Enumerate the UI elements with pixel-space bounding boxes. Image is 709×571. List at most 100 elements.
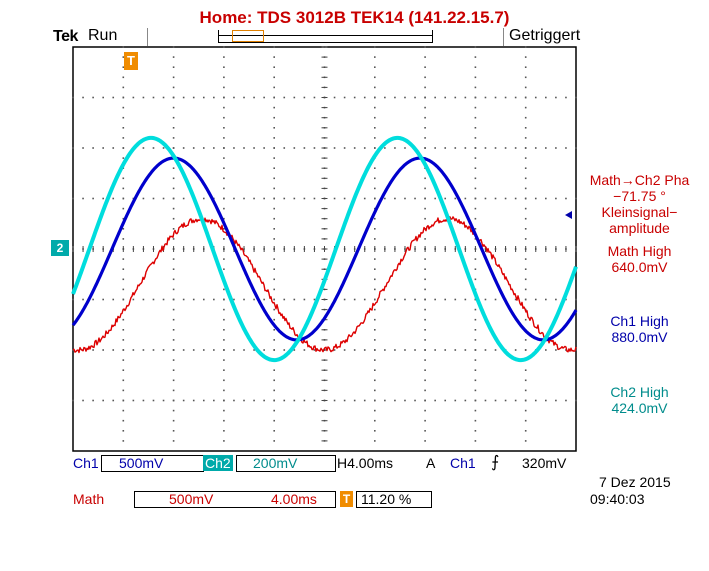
graticule-dot <box>474 217 477 220</box>
ch1-high-measurement: Ch1 High 880.0mV <box>570 313 709 345</box>
math-settings-box[interactable]: 500mV 4.00ms <box>134 491 336 508</box>
graticule-dot <box>313 399 316 402</box>
graticule-dot <box>273 56 275 58</box>
math-label[interactable]: Math <box>73 491 105 507</box>
graticule-dot <box>273 228 275 230</box>
graticule-dot <box>363 349 366 351</box>
graticule-dot <box>233 96 235 99</box>
graticule-dot <box>223 76 225 79</box>
graticule-dot <box>524 278 527 281</box>
graticule-dot <box>122 137 125 139</box>
acquisition-mode: A <box>426 455 436 471</box>
graticule-dot <box>172 258 175 260</box>
ch2-scale-box[interactable]: 200mV <box>236 455 336 472</box>
graticule-dot <box>132 298 135 301</box>
graticule-dot <box>172 238 175 240</box>
graticule-dot <box>424 258 426 260</box>
graticule-dot <box>122 440 125 442</box>
graticule-dot <box>172 96 175 99</box>
graticule-dot <box>172 409 175 412</box>
graticule-dot <box>202 349 205 351</box>
graticule-dot <box>283 96 286 99</box>
graticule-dot <box>524 66 527 68</box>
graticule-dot <box>313 96 316 99</box>
graticule-dot <box>142 349 145 351</box>
graticule-dot <box>474 137 477 139</box>
graticule-dot <box>474 207 477 210</box>
graticule-dot <box>263 96 265 99</box>
graticule-dot <box>223 389 225 392</box>
graticule-dot <box>374 389 376 392</box>
graticule-dot <box>192 96 195 99</box>
graticule-dot <box>172 127 175 129</box>
graticule-dot <box>363 399 366 402</box>
graticule-dot <box>102 96 104 99</box>
graticule-dot <box>444 399 447 402</box>
graticule-dot <box>192 349 195 351</box>
graticule-dot <box>303 298 306 301</box>
graticule-dot <box>555 399 557 402</box>
graticule-dot <box>474 187 477 190</box>
graticule-dot <box>504 197 507 200</box>
graticule-dot <box>223 430 225 432</box>
graticule-dot <box>162 349 165 351</box>
graticule-dot <box>72 399 74 402</box>
graticule-dot <box>122 46 125 48</box>
graticule-dot <box>223 318 225 321</box>
ch1-scale: 500mV <box>119 455 164 471</box>
graticule-dot <box>424 207 426 210</box>
graticule-dot <box>474 399 477 402</box>
ch2-high-label: Ch2 High <box>610 384 669 400</box>
graticule-dot <box>172 167 175 169</box>
graticule-dot <box>524 137 527 139</box>
graticule-dot <box>213 147 215 149</box>
graticule-dot <box>444 349 447 351</box>
graticule-dot <box>424 308 426 311</box>
graticule-dot <box>353 349 356 351</box>
graticule-dot <box>293 96 296 99</box>
graticule-dot <box>494 147 497 149</box>
graticule-dot <box>243 197 245 200</box>
graticule-dot <box>122 228 125 230</box>
graticule-dot <box>524 56 527 58</box>
horizontal-scale[interactable]: H4.00ms <box>337 455 394 471</box>
ch1-scale-box[interactable]: 500mV <box>101 455 204 472</box>
math-time: 4.00ms <box>271 491 317 507</box>
graticule-dot <box>524 217 527 220</box>
graticule-dot <box>172 379 175 382</box>
graticule-dot <box>474 76 477 79</box>
graticule-dot <box>223 308 225 311</box>
graticule-dot <box>263 298 265 301</box>
graticule-dot <box>474 147 477 149</box>
graticule-dot <box>524 369 527 371</box>
graticule-dot <box>424 46 426 48</box>
graticule-dot <box>243 147 245 149</box>
graticule-dot <box>565 197 567 200</box>
ch1-label[interactable]: Ch1 <box>73 455 99 471</box>
graticule-dot <box>223 339 225 341</box>
graticule-dot <box>182 197 185 200</box>
graticule-dot <box>162 197 165 200</box>
graticule-dot <box>122 389 125 392</box>
graticule-dot <box>474 258 477 260</box>
graticule-dot <box>474 278 477 281</box>
graticule-dot <box>424 197 426 200</box>
graticule-dot <box>414 96 416 99</box>
graticule-dot <box>464 197 467 200</box>
graticule-dot <box>454 197 457 200</box>
rising-edge-icon: ⨍ <box>491 454 500 471</box>
ch2-label[interactable]: Ch2 <box>203 455 233 471</box>
trigger-position: 11.20 % <box>361 491 412 507</box>
trigger-source[interactable]: Ch1 <box>450 455 476 471</box>
graticule-dot <box>524 147 527 149</box>
graticule-dot <box>424 329 426 331</box>
graticule-dot <box>524 167 527 169</box>
trigger-position-box[interactable]: 11.20 % <box>356 491 432 508</box>
time: 09:40:03 <box>590 491 645 507</box>
graticule-dot <box>172 106 175 109</box>
graticule-dot <box>353 96 356 99</box>
graticule-dot <box>343 96 346 99</box>
trigger-level[interactable]: 320mV <box>522 455 567 471</box>
graticule-dot <box>263 399 265 402</box>
graticule-dot <box>273 147 275 149</box>
